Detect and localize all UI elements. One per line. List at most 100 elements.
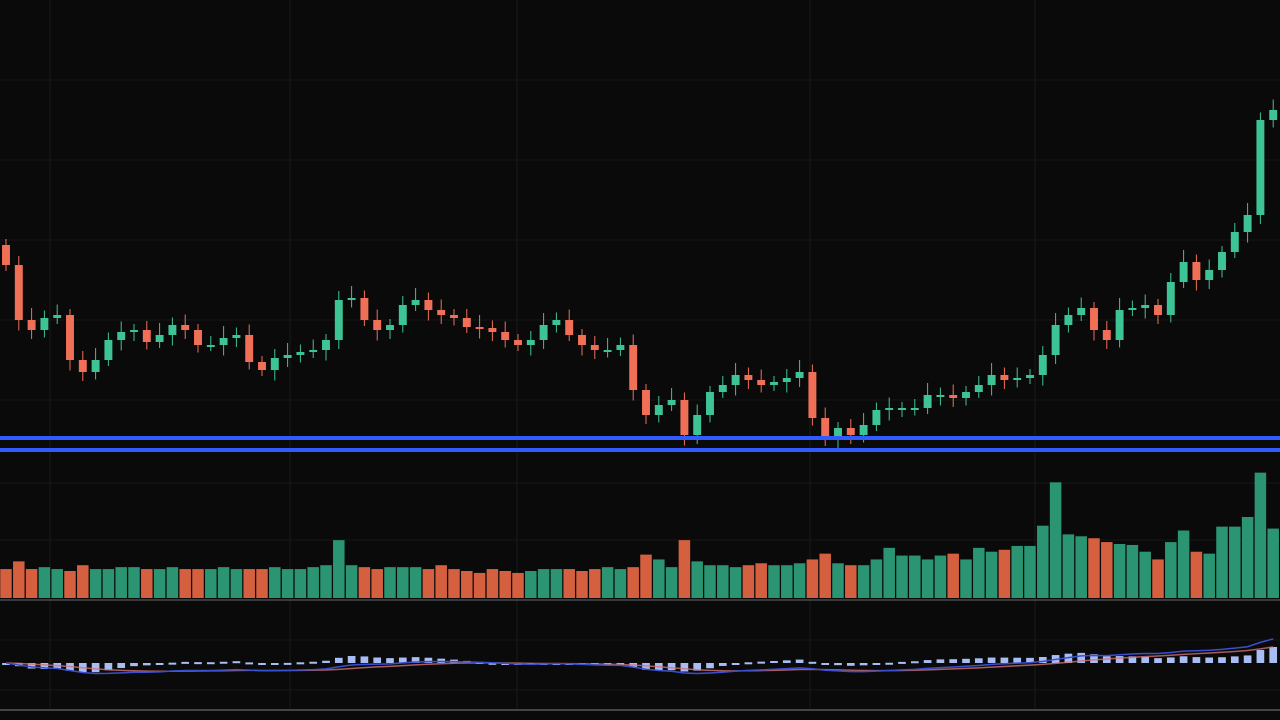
candle-body (949, 395, 958, 398)
volume-bar (627, 567, 639, 598)
macd-histogram-bar (808, 661, 817, 664)
candle-body (40, 318, 49, 330)
volume-bar (1241, 517, 1254, 598)
volume-bar (397, 567, 409, 598)
volume-bar (998, 549, 1011, 598)
candle-body (347, 298, 356, 300)
macd-histogram-bar (1269, 646, 1278, 663)
candle-body (962, 392, 970, 398)
volume-bar (640, 554, 652, 598)
candle-body (834, 428, 842, 440)
volume-bar (141, 569, 153, 598)
volume-bar (166, 567, 179, 598)
volume-bar (896, 555, 908, 598)
candle-body (910, 408, 919, 410)
price-pane (2, 99, 1278, 451)
volume-bar (678, 540, 691, 598)
volume-bar (806, 559, 819, 598)
candle-body (475, 327, 484, 329)
macd-pane (2, 638, 1278, 675)
macd-histogram-bar (923, 660, 932, 663)
candle-body (232, 335, 241, 338)
candle-body (706, 392, 714, 415)
candle-body (373, 320, 382, 330)
candle-body (258, 362, 266, 370)
candle-body (386, 325, 394, 330)
candle-body (974, 385, 983, 392)
macd-histogram-bar (91, 663, 100, 673)
macd-histogram-bar (168, 662, 177, 665)
macd-histogram-bar (667, 663, 676, 671)
candle-body (821, 418, 830, 440)
candle-body (398, 305, 407, 325)
volume-bar (25, 569, 38, 598)
macd-histogram-bar (130, 663, 138, 667)
macd-histogram-bar (1000, 657, 1009, 663)
macd-line (5, 638, 1274, 675)
candle-body (245, 335, 254, 362)
volume-bar (77, 565, 89, 598)
candle-body (680, 400, 689, 435)
macd-histogram-bar (309, 661, 318, 664)
macd-histogram-bar (219, 661, 228, 664)
candle-body (936, 395, 945, 397)
volume-bar (307, 567, 319, 598)
volume-bar (934, 555, 947, 598)
candle-body (283, 355, 292, 358)
candle-body (181, 325, 190, 330)
macd-histogram-bar (834, 663, 842, 666)
candle-body (565, 320, 574, 335)
candle-body (1026, 375, 1034, 378)
macd-histogram-bar (334, 657, 343, 663)
macd-histogram-bar (232, 661, 241, 664)
candle-body (78, 360, 87, 372)
volume-bar (845, 565, 857, 598)
volume-bar (320, 565, 332, 598)
volume-bar (525, 571, 537, 598)
volume-bar (729, 567, 742, 598)
macd-histogram-bar (488, 662, 497, 665)
volume-bar (64, 571, 76, 598)
candle-body (424, 300, 433, 310)
macd-histogram-bar (680, 663, 689, 672)
volume-bar (230, 569, 243, 598)
candle-body (270, 358, 279, 370)
volume-bar (768, 565, 780, 598)
macd-histogram-bar (1141, 656, 1150, 663)
candle-body (782, 378, 791, 382)
candle-body (488, 328, 497, 332)
volume-bar (691, 561, 703, 598)
candle-body (1205, 270, 1214, 280)
macd-histogram-bar (258, 663, 266, 665)
volume-bar (781, 565, 793, 598)
volume-bar (358, 567, 371, 598)
volume-bar (422, 569, 435, 598)
candle-body (14, 265, 23, 320)
macd-histogram-bar (117, 663, 126, 669)
candle-body (885, 408, 894, 410)
volume-bar (819, 553, 831, 598)
macd-histogram-bar (104, 663, 113, 671)
macd-histogram-bar (885, 662, 894, 665)
macd-histogram-bar (1026, 657, 1034, 663)
candle-body (654, 405, 663, 415)
candle-body (1192, 262, 1201, 280)
candle-body (603, 350, 612, 352)
candle-body (552, 320, 561, 325)
volume-bar (1165, 542, 1177, 598)
volume-bar (1203, 553, 1215, 598)
candle-body (1102, 330, 1111, 340)
candle-body (130, 330, 138, 332)
volume-bar (102, 569, 115, 598)
macd-histogram-bar (360, 656, 369, 663)
volume-bar (717, 565, 729, 598)
volume-bar (1024, 545, 1036, 598)
volume-bar (1049, 482, 1062, 598)
macd-histogram-bar (949, 659, 958, 663)
volume-bar (192, 569, 204, 598)
volume-bar (704, 565, 716, 598)
volume-bar (345, 565, 358, 598)
candle-body (629, 345, 638, 390)
macd-histogram-bar (1230, 656, 1239, 663)
macd-histogram-bar (194, 662, 202, 665)
